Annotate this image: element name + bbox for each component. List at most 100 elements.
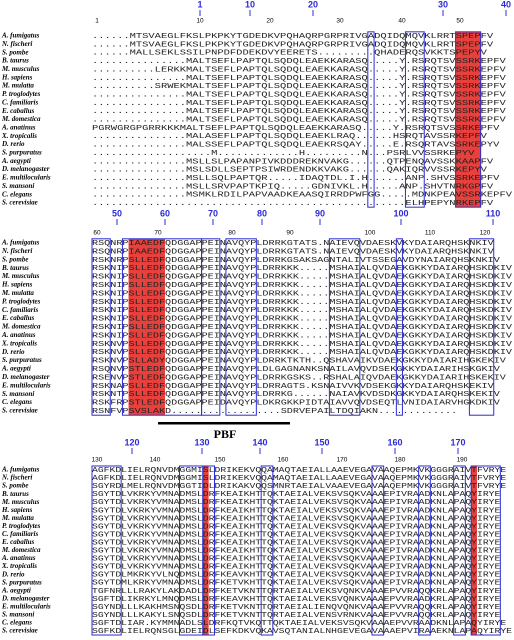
residue-number: 80: [257, 208, 267, 218]
species-name: A. anatinus: [1, 123, 36, 131]
species-name: S. pombe: [2, 482, 28, 490]
sequence: PGRWGRGPGRRKKKMALTSEFLPAPTQLSQDQLEAEKKAR…: [92, 125, 500, 133]
sequence: SGYTDLVKRKYVMNADMSLDRFKEAIKHTTQKTAEIALVE…: [92, 523, 501, 531]
sequence: RSQNRPIAAEDFQDGGAPPEINAVQYPLDRRKGTATS.NA…: [92, 248, 494, 256]
species-name: X. tropicalis: [1, 339, 37, 347]
sequence: RSNFVPSVSLAKD..................SDRVEPAIL…: [92, 408, 457, 416]
column-number: 140: [150, 457, 161, 464]
sequence: SGYTDLVKRKYVMNADMSLDRFKEAIKHTTQKTAEIALVE…: [92, 515, 501, 523]
residue-number: 120: [124, 437, 139, 447]
similarity-box: [202, 465, 215, 636]
species-name: A. anatinus: [1, 331, 36, 339]
species-name: H. sapiens: [1, 281, 33, 289]
species-name: X. tropicalis: [1, 562, 37, 570]
residue-number: 150: [314, 437, 329, 447]
sequence: ......MTSVAEGLFKSLPKPKYTGDEDKVPQHAQRPGRP…: [92, 41, 494, 49]
species-name: S. pombe: [2, 48, 28, 56]
species-name: C. familiaris: [2, 306, 38, 314]
column-number: 160: [278, 457, 289, 464]
sequence: ...............MSLSDLLSEPTPSIWRDENDKKVAK…: [92, 167, 488, 175]
sequence: ...............MALTSEFLPAPTQLSQDQLEAEKKA…: [92, 117, 506, 125]
species-name: A. aegypti: [1, 365, 31, 373]
species-name: B. taurus: [1, 57, 29, 65]
sequence: ......MTSVAEGLFKSLPKPKYTGDEDKVPQHAQRPGRP…: [92, 33, 494, 41]
similarity-box: [470, 465, 501, 636]
sequence: ...............MALTSEFLPAPTQLSQDQLEAEKKA…: [92, 91, 506, 99]
sequence: ..........SRWEKMALTSEFLPAPTQLSQDQLEAEKKA…: [92, 83, 506, 91]
species-name: S. cerevisiae: [2, 407, 38, 415]
column-number: 170: [337, 457, 348, 464]
species-name: N. fischeri: [1, 474, 32, 482]
sequence: SGYTDLVKRKYVMNADMSLDRFKEAIKHTTQKTAEIALVE…: [92, 491, 501, 499]
species-name: A. fumigatus: [1, 466, 40, 474]
conserved-column: [128, 238, 166, 416]
sequence: RSKNIPSLLEDFQDGGAPPEINAVQYPLDRRKKK.....M…: [92, 282, 513, 290]
residue-number: 140: [252, 437, 267, 447]
species-name: P. troglodytes: [2, 297, 41, 305]
species-name: A. anatinus: [1, 554, 36, 562]
species-name: B. taurus: [1, 490, 29, 498]
species-name: B. taurus: [1, 264, 29, 272]
residue-number: 170: [450, 437, 465, 447]
sequence: RSKNVPSLLEDFQDGGAPPEINAVQYPLDRRKKK.....M…: [92, 341, 513, 349]
sequence: SGYTDLVKRKYVMNADMSLDRFKEAIKHTTQKTAEIALVE…: [92, 531, 501, 539]
residue-number: 160: [387, 437, 402, 447]
sequence: ...............MALTSEFLPAPTQLSQDQLEAEKKA…: [92, 58, 506, 66]
sequence: RSKNVPSLLEDFQDGGAPPEINAVQYPLDRRKKK.....M…: [92, 349, 513, 357]
species-name: A. fumigatus: [1, 32, 40, 40]
species-name: C. elegans: [2, 398, 32, 406]
sequence: SGYTDLVKRKYVMNADMSLDRFKEAIKHTTQKTAEIALVE…: [92, 539, 501, 547]
column-number: 190: [457, 457, 468, 464]
column-number: 60: [93, 230, 101, 237]
species-name: P. troglodytes: [2, 522, 41, 530]
species-name: E. multilocularis: [1, 174, 51, 182]
sequence: SGYTDLVKRKYVMNADMSLDRFKEAIKHTTQKTAEIALVE…: [92, 548, 501, 556]
column-number: 120: [480, 230, 491, 237]
species-name: S. mansoni: [2, 390, 34, 398]
species-name: M. domestica: [1, 323, 41, 331]
sequence: SGFTDLIKRKYLMNQDMSLDRFKEAVKHTTQKTAEIALVE…: [92, 596, 501, 604]
column-number: 30: [336, 18, 344, 25]
column-number: 90: [286, 230, 294, 237]
residue-number: 60: [160, 208, 170, 218]
species-name: M. mulatta: [1, 514, 34, 522]
species-name: H. sapiens: [1, 73, 33, 81]
sequence: RSKNIPSLLEDFQDGGAPPEINAVQYPLDRRKKK.....M…: [92, 299, 513, 307]
sequence: SGYRDLMELRQNVDMGGTIDLDRIKAKVQQSMNRTAEIAL…: [92, 483, 507, 491]
column-number: 80: [228, 230, 236, 237]
species-name: S. pombe: [2, 255, 28, 263]
species-name: E. caballus: [1, 314, 35, 322]
conserved-column: [455, 31, 481, 208]
residue-number: 1: [197, 0, 202, 9]
species-name: N. fischeri: [1, 247, 32, 255]
species-name: C. elegans: [2, 190, 32, 198]
sequence: SGYNDLLLKAKYLSNQSDLDRFKETVKNTTQRTAEIALVE…: [92, 612, 501, 620]
similarity-box: [367, 31, 375, 208]
species-name: M. mulatta: [1, 82, 34, 90]
sequence: ........................................…: [92, 200, 494, 208]
species-name: D. melanogaster: [1, 594, 50, 602]
sequence: ...............MALTSEFLPAPTQLSQDQLEAEKKA…: [92, 75, 506, 83]
column-number: 110: [425, 230, 436, 237]
species-name: D. rerio: [1, 348, 25, 356]
similarity-box: [91, 238, 111, 416]
species-name: D. melanogaster: [1, 373, 50, 381]
species-name: P. troglodytes: [2, 90, 41, 98]
species-name: E. caballus: [1, 538, 35, 546]
species-name: M. musculus: [1, 498, 40, 506]
conserved-column: [471, 465, 477, 636]
sequence: SGYTDLMKRKYVLNQDMSLDRFKEAVKHTTQKTAEIALVE…: [92, 572, 501, 580]
residue-number: 40: [501, 0, 511, 9]
sequence: ...............MSLLSRVPAPTKPIQ.....GDNIV…: [92, 183, 494, 191]
similarity-box: [201, 238, 221, 416]
species-name: M. musculus: [1, 272, 40, 280]
sequence: ...............MALTSEFLPAPTQLSQDQLEAEKKA…: [92, 100, 506, 108]
sequence: SGYTDLVKRKYVMNADMSLDRFKEAIKHTTQKTAEIALVE…: [92, 507, 501, 515]
species-name: S. mansoni: [2, 611, 34, 619]
species-name: H. sapiens: [1, 506, 33, 514]
residue-number: 50: [112, 208, 122, 218]
sequence: RSKNIPSLLEDFQDGGAPPEINAVQYPLDRRKKK.....M…: [92, 265, 513, 273]
sequence: RSKNIPSLLEDFQDGGAPPEINAVQYPLDRRKKK.....M…: [92, 290, 513, 298]
species-name: M. mulatta: [1, 289, 34, 297]
column-number: 10: [196, 18, 204, 25]
